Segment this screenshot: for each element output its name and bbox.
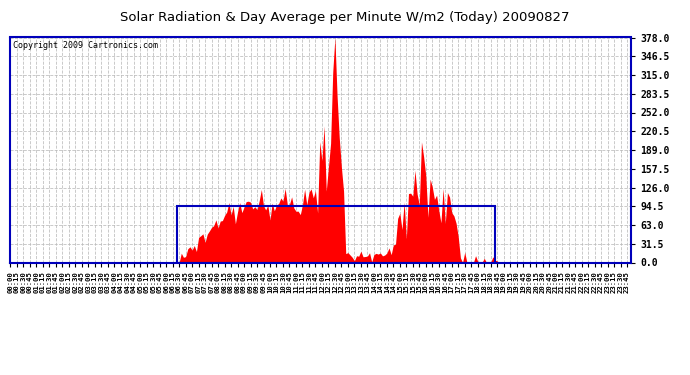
Text: Copyright 2009 Cartronics.com: Copyright 2009 Cartronics.com <box>14 41 159 50</box>
Text: Solar Radiation & Day Average per Minute W/m2 (Today) 20090827: Solar Radiation & Day Average per Minute… <box>120 11 570 24</box>
Bar <box>177 206 495 262</box>
